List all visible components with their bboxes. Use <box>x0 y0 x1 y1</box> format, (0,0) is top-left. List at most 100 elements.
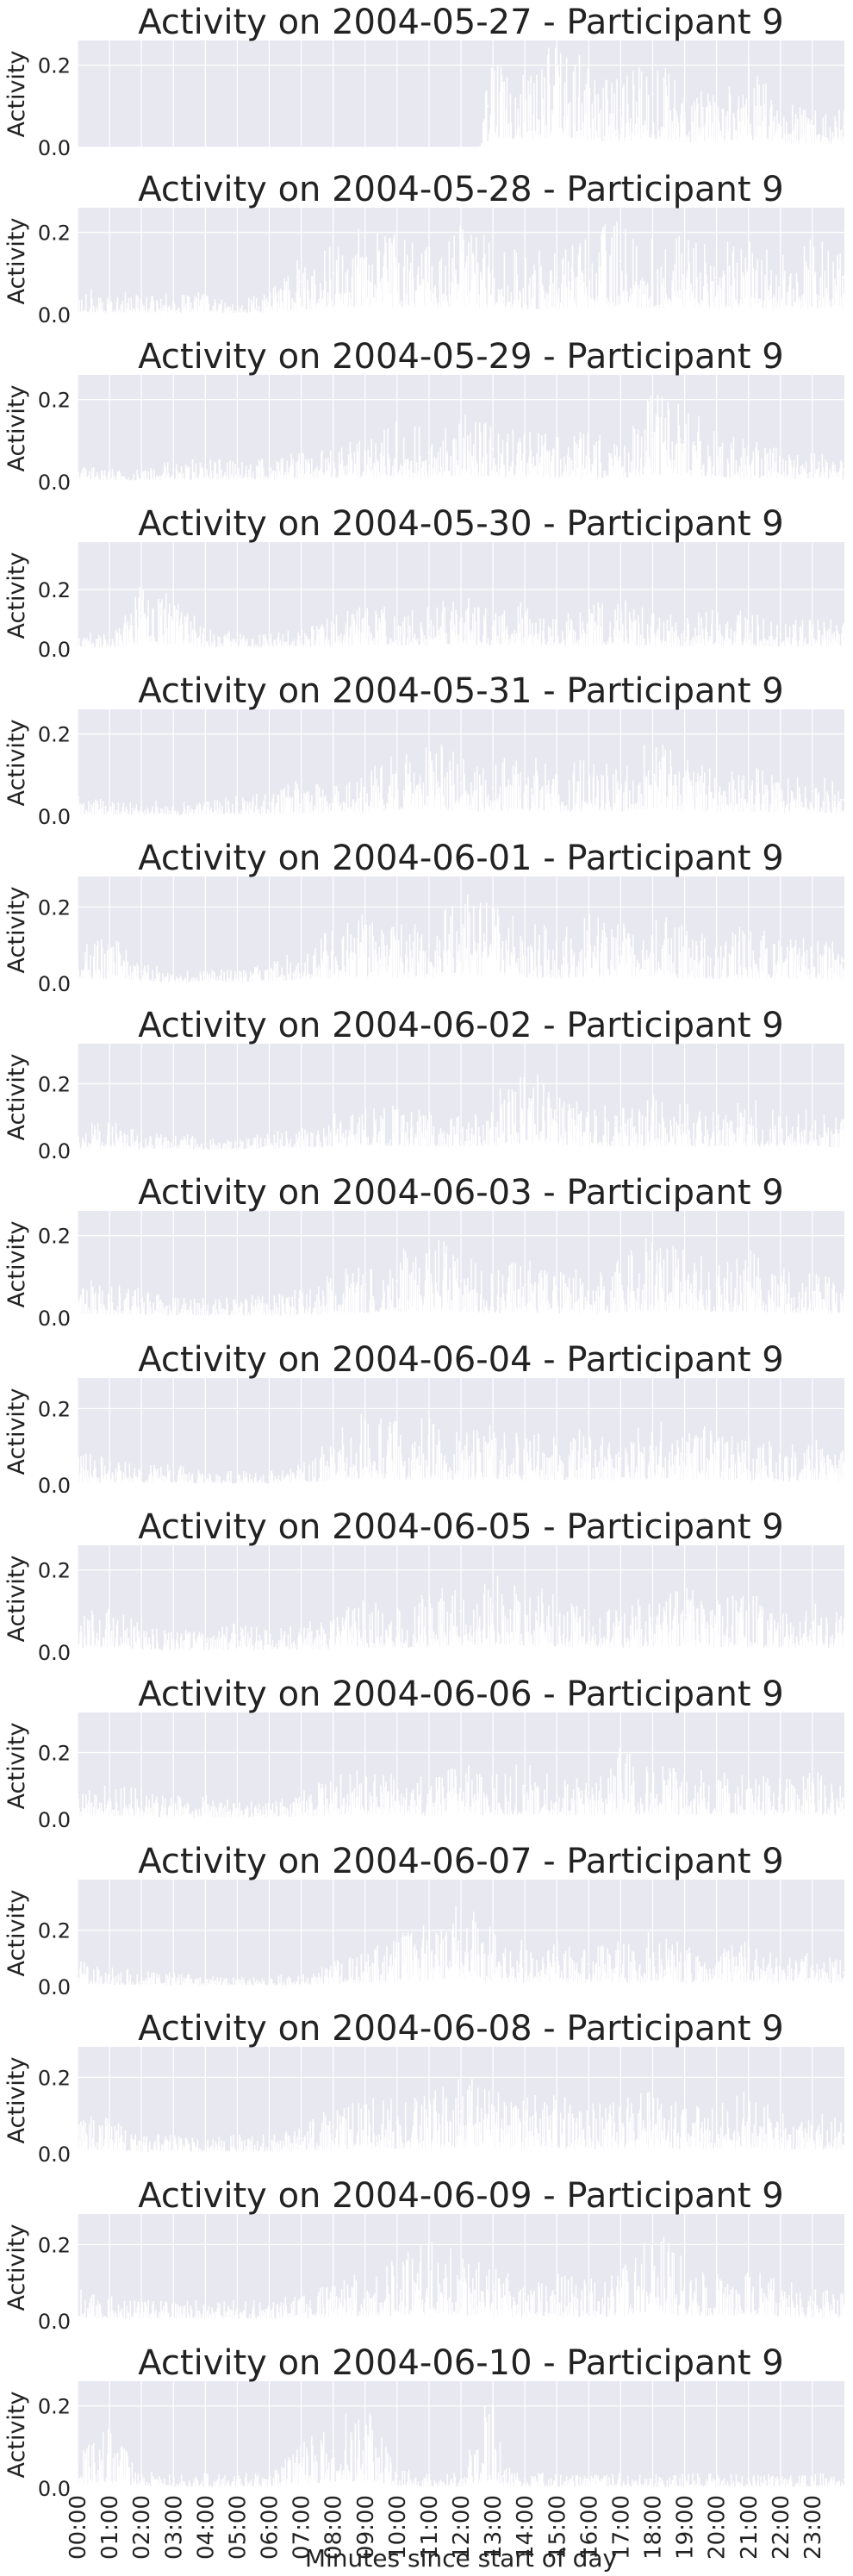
activity-point <box>459 2479 463 2481</box>
activity-point <box>204 301 207 303</box>
activity-point <box>556 1453 558 1456</box>
activity-point <box>76 802 79 805</box>
activity-point <box>459 782 463 785</box>
activity-point <box>236 2479 239 2481</box>
y-tick-label: 0.2 <box>38 1397 71 1421</box>
activity-point <box>491 2289 495 2292</box>
activity-point <box>747 1119 750 1122</box>
y-axis-label: Activity <box>3 1220 30 1307</box>
activity-series <box>76 394 845 482</box>
activity-point <box>236 1475 239 1479</box>
activity-point <box>172 1304 175 1307</box>
y-tick-label: 0.0 <box>38 1139 71 1163</box>
activity-point <box>236 1980 239 1982</box>
activity-point <box>747 786 750 789</box>
activity-point <box>556 1288 558 1290</box>
activity-point <box>300 464 302 467</box>
activity-point <box>364 1965 366 1968</box>
activity-point <box>779 959 782 962</box>
activity-point <box>502 89 505 91</box>
x-tick-label: 09:00 <box>353 2495 379 2560</box>
activity-point <box>523 621 526 624</box>
activity-point <box>204 807 207 809</box>
y-axis-label: Activity <box>3 2056 30 2143</box>
activity-point <box>715 276 718 279</box>
activity-point <box>395 1279 399 1282</box>
y-axis-label: Activity <box>3 1555 30 1642</box>
activity-point <box>236 802 239 805</box>
activity-series <box>76 745 845 816</box>
x-tick-label: 17:00 <box>608 2495 634 2560</box>
activity-point <box>268 1475 271 1479</box>
y-tick-label: 0.2 <box>38 54 71 78</box>
chart-title: Activity on 2004-06-10 - Participant 9 <box>138 2343 783 2383</box>
x-tick-label: 15:00 <box>545 2495 570 2560</box>
activity-point <box>300 1300 302 1303</box>
activity-point <box>843 1132 845 1135</box>
activity-point <box>811 1126 814 1129</box>
activity-point <box>364 790 366 793</box>
chart-panel: 0.0 0.2 Activity on 2004-05-28 - Participa… <box>3 170 845 327</box>
chart-title: Activity on 2004-06-04 - Participant 9 <box>138 1340 783 1380</box>
activity-point <box>395 1449 399 1452</box>
activity-point <box>588 782 590 785</box>
activity-point <box>236 468 239 471</box>
activity-point <box>268 1638 271 1641</box>
activity-point <box>108 639 111 641</box>
activity-point <box>683 1962 686 1966</box>
activity-point <box>459 146 463 149</box>
x-tick-label: 13:00 <box>481 2495 507 2560</box>
activity-point <box>523 1785 526 1787</box>
activity-point <box>683 782 686 785</box>
activity-point <box>588 1791 590 1794</box>
activity-point <box>556 790 558 793</box>
activity-point <box>268 468 271 471</box>
activity-point <box>204 2144 207 2148</box>
activity-point <box>620 618 622 621</box>
activity-point <box>108 2454 111 2457</box>
activity-point <box>459 1940 463 1943</box>
activity-point <box>779 1129 782 1132</box>
activity-bars <box>77 895 845 983</box>
activity-point <box>76 2130 79 2132</box>
activity-point <box>747 1618 750 1621</box>
activity-series <box>76 2079 845 2154</box>
activity-point <box>523 97 526 99</box>
activity-point <box>395 947 399 951</box>
activity-point <box>747 947 750 951</box>
y-axis-label: Activity <box>3 2224 30 2311</box>
activity-point <box>651 1119 654 1122</box>
activity-point <box>715 2122 718 2124</box>
activity-point <box>76 1794 79 1798</box>
activity-point <box>364 2292 366 2296</box>
activity-point <box>556 951 558 954</box>
y-axis-label: Activity <box>3 1053 30 1140</box>
activity-point <box>523 280 526 284</box>
activity-point <box>204 468 207 471</box>
activity-point <box>523 1960 526 1962</box>
activity-point <box>843 2305 845 2307</box>
activity-point <box>779 1461 782 1463</box>
activity-point <box>364 2118 366 2121</box>
activity-point <box>172 1139 175 1142</box>
activity-point <box>108 1798 111 1800</box>
activity-point <box>779 794 782 797</box>
y-tick-label: 0.0 <box>38 1641 71 1665</box>
activity-point <box>556 2289 558 2292</box>
activity-point <box>300 1136 302 1138</box>
activity-point <box>491 627 495 630</box>
y-tick-label: 0.0 <box>38 1474 71 1498</box>
x-tick-label: 02:00 <box>129 2495 155 2560</box>
activity-point <box>556 630 558 633</box>
y-tick-label: 0.0 <box>38 303 71 327</box>
activity-point <box>76 1464 79 1468</box>
activity-point <box>140 472 143 475</box>
activity-point <box>620 1456 622 1460</box>
activity-point <box>811 1965 814 1968</box>
activity-point <box>268 2308 271 2311</box>
activity-point <box>683 1122 686 1126</box>
activity-point <box>108 1295 111 1299</box>
activity-point <box>747 1456 750 1460</box>
activity-point <box>172 807 175 809</box>
y-tick-label: 0.0 <box>38 471 71 495</box>
